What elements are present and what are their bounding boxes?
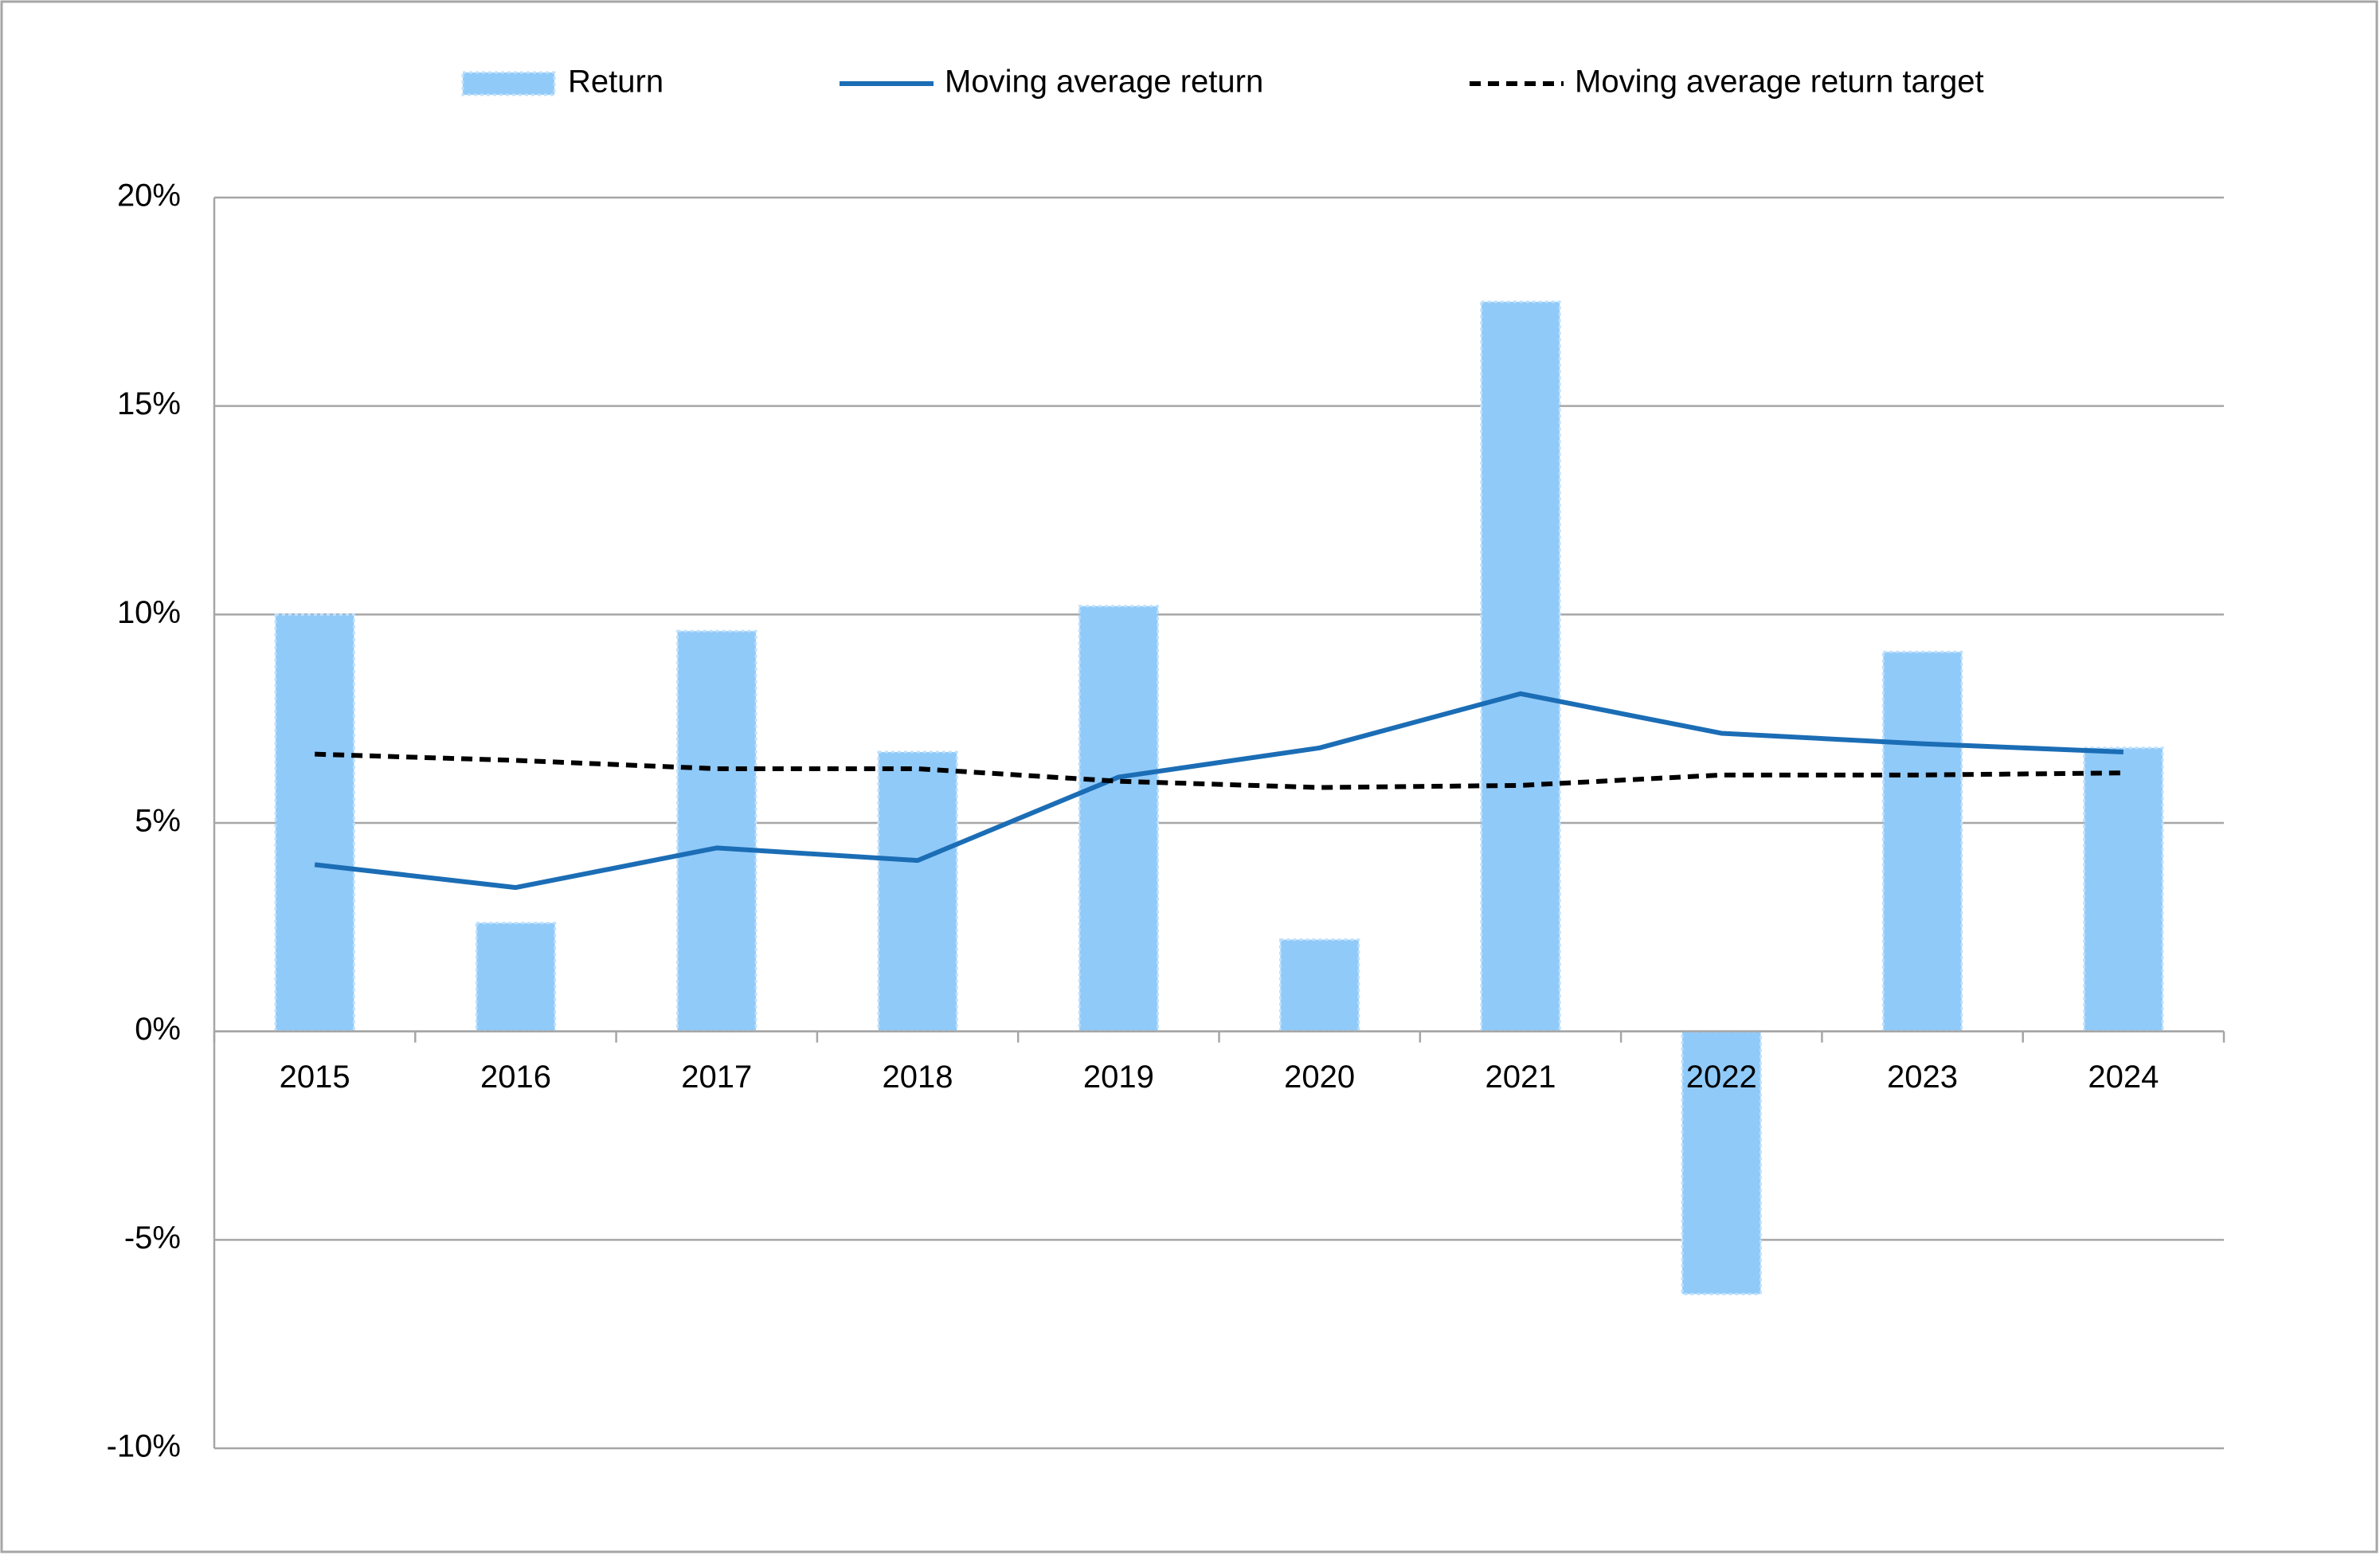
x-tick-label: 2022: [1686, 1060, 1757, 1095]
y-tick-label: 0%: [135, 1012, 181, 1047]
x-tick-label: 2021: [1485, 1060, 1556, 1095]
x-tick-label: 2016: [480, 1060, 551, 1095]
bar: [1078, 605, 1160, 1033]
bar: [877, 750, 958, 1033]
y-tick-label: 15%: [117, 386, 181, 421]
y-tick-label: 10%: [117, 595, 181, 630]
y-tick-label: -10%: [107, 1429, 181, 1464]
x-tick-label: 2018: [883, 1060, 953, 1095]
x-tick-label: 2019: [1083, 1060, 1154, 1095]
bar: [1480, 300, 1561, 1033]
line-series: [314, 691, 2124, 891]
x-tick-label: 2023: [1887, 1060, 1958, 1095]
legend-label: Moving average return target: [1575, 65, 1984, 100]
legend-label: Return: [568, 65, 664, 100]
x-tick-label: 2015: [280, 1060, 350, 1095]
y-tick-label: 20%: [117, 178, 181, 213]
bar: [475, 922, 557, 1033]
bar: [1881, 650, 1963, 1033]
bar: [274, 613, 355, 1033]
bar: [1681, 1030, 1762, 1295]
x-tick-label: 2020: [1284, 1060, 1355, 1095]
line-series: [315, 751, 2124, 790]
legend-swatch: [461, 71, 556, 96]
y-tick-label: 5%: [135, 804, 181, 839]
x-tick-label: 2017: [681, 1060, 752, 1095]
y-tick-label: -5%: [124, 1220, 181, 1255]
bar: [1278, 938, 1360, 1033]
x-tick-label: 2024: [2088, 1060, 2159, 1095]
bar: [676, 629, 757, 1033]
bar: [2083, 746, 2164, 1033]
legend-label: Moving average return: [945, 65, 1263, 100]
